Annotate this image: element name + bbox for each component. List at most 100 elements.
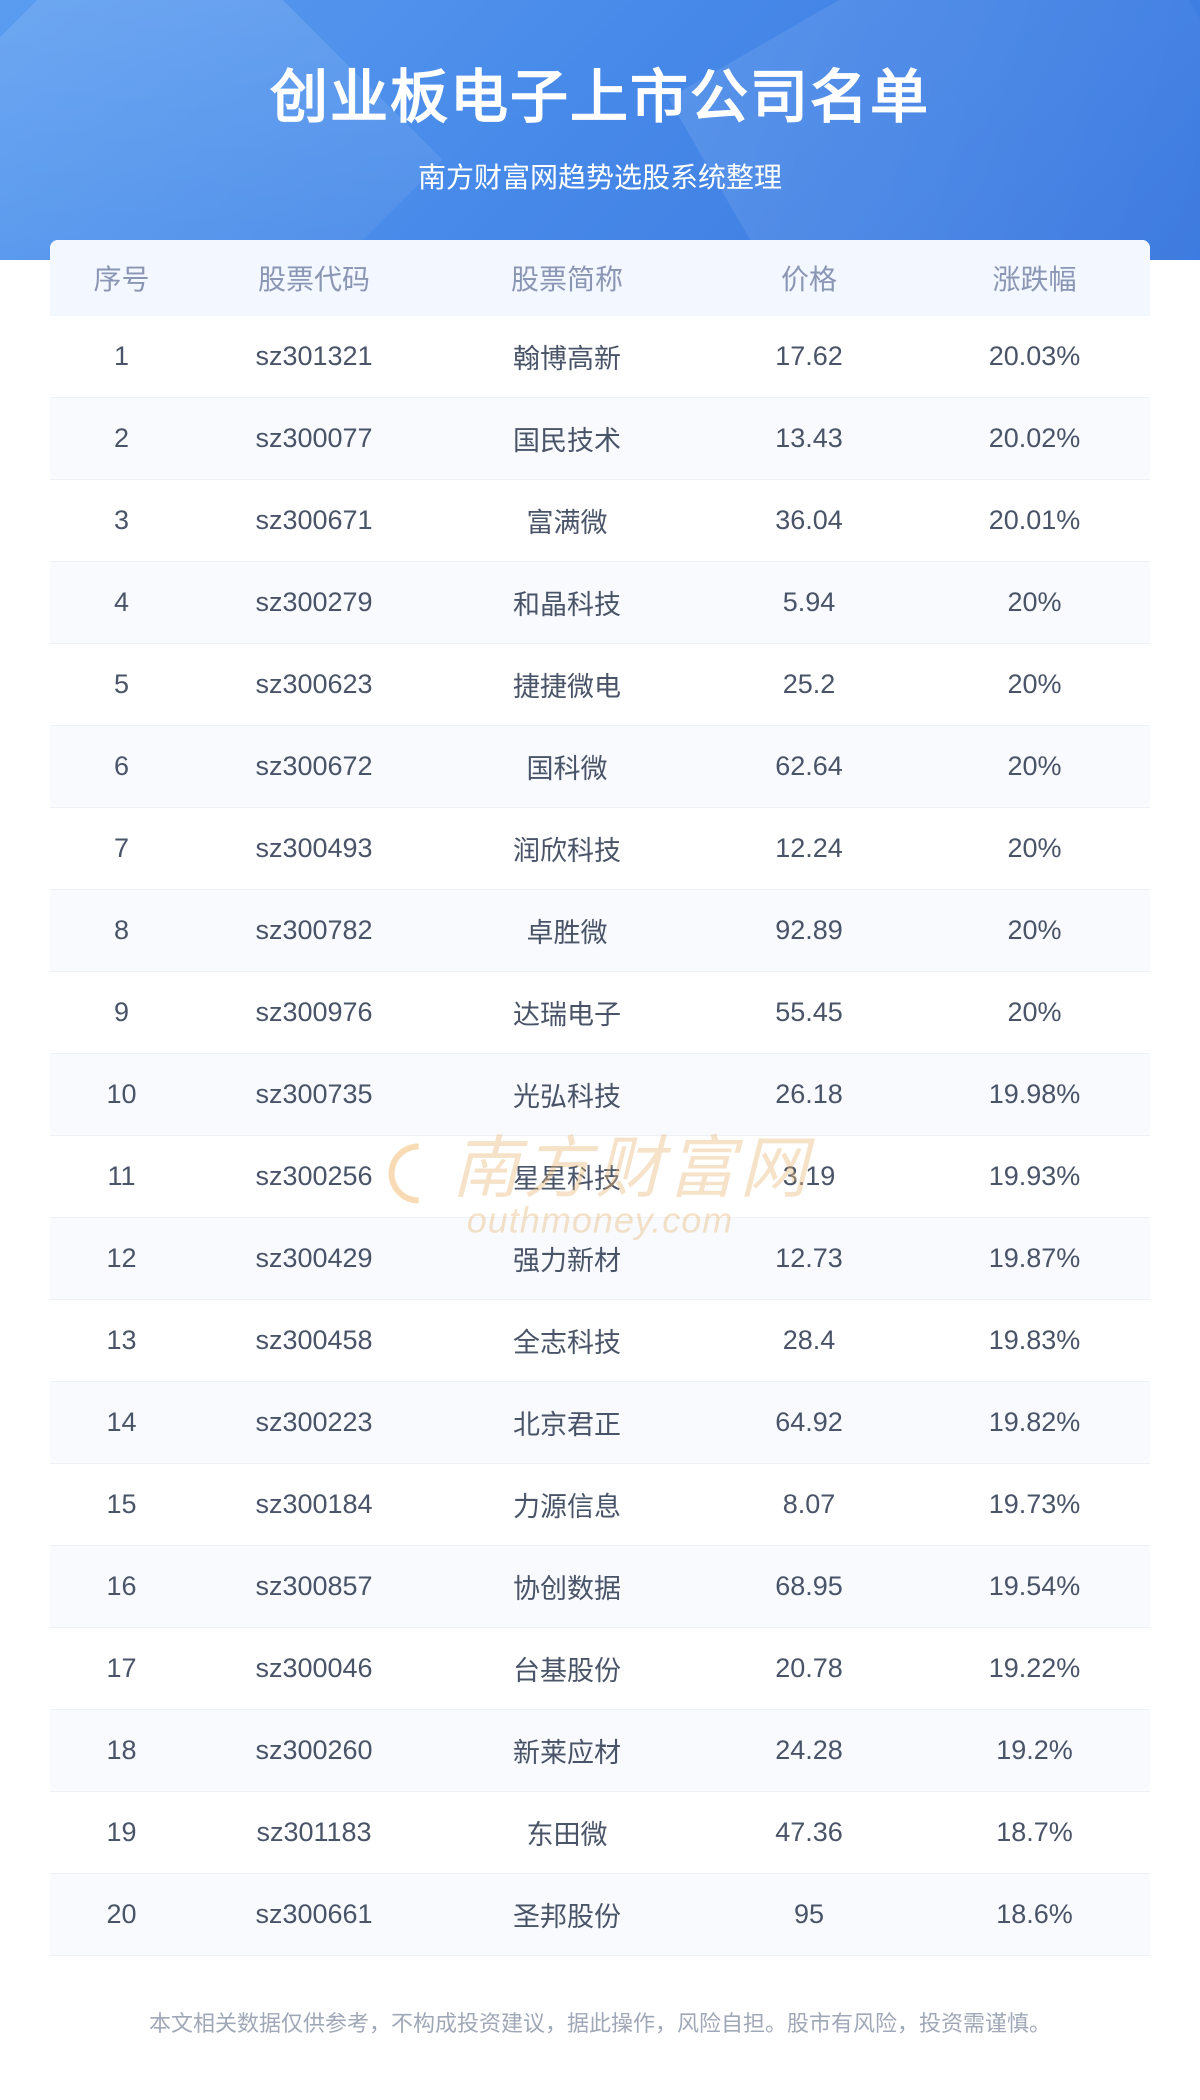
cell-price: 28.4 <box>699 1325 919 1356</box>
cell-change: 20.03% <box>919 341 1150 372</box>
cell-price: 68.95 <box>699 1571 919 1602</box>
table-row: 10sz300735光弘科技26.1819.98% <box>50 1054 1150 1136</box>
table-row: 9sz300976达瑞电子55.4520% <box>50 972 1150 1054</box>
cell-name: 东田微 <box>435 1813 699 1852</box>
cell-code: sz300672 <box>193 751 435 782</box>
table-header-row: 序号 股票代码 股票简称 价格 涨跌幅 <box>50 240 1150 316</box>
cell-seq: 1 <box>50 341 193 372</box>
cell-name: 翰博高新 <box>435 337 699 376</box>
table-body: 1sz301321翰博高新17.6220.03% 2sz300077国民技术13.… <box>50 316 1150 1956</box>
cell-code: sz300223 <box>193 1407 435 1438</box>
cell-name: 卓胜微 <box>435 911 699 950</box>
cell-name: 新莱应材 <box>435 1731 699 1770</box>
table-row: 6sz300672国科微62.6420% <box>50 726 1150 808</box>
cell-seq: 20 <box>50 1899 193 1930</box>
cell-code: sz300279 <box>193 587 435 618</box>
cell-price: 17.62 <box>699 341 919 372</box>
table-row: 13sz300458全志科技28.419.83% <box>50 1300 1150 1382</box>
cell-seq: 5 <box>50 669 193 700</box>
cell-change: 20% <box>919 997 1150 1028</box>
cell-price: 13.43 <box>699 423 919 454</box>
table-row: 11sz300256星星科技3.1919.93% <box>50 1136 1150 1218</box>
cell-name: 捷捷微电 <box>435 665 699 704</box>
cell-code: sz300077 <box>193 423 435 454</box>
cell-change: 20% <box>919 833 1150 864</box>
cell-change: 19.93% <box>919 1161 1150 1192</box>
cell-price: 20.78 <box>699 1653 919 1684</box>
cell-code: sz300184 <box>193 1489 435 1520</box>
cell-price: 95 <box>699 1899 919 1930</box>
cell-seq: 11 <box>50 1161 193 1192</box>
cell-seq: 6 <box>50 751 193 782</box>
cell-change: 20% <box>919 669 1150 700</box>
cell-price: 92.89 <box>699 915 919 946</box>
cell-change: 19.22% <box>919 1653 1150 1684</box>
cell-seq: 19 <box>50 1817 193 1848</box>
stock-table: 序号 股票代码 股票简称 价格 涨跌幅 1sz301321翰博高新17.6220… <box>50 240 1150 1956</box>
cell-name: 和晶科技 <box>435 583 699 622</box>
cell-code: sz300429 <box>193 1243 435 1274</box>
cell-change: 19.2% <box>919 1735 1150 1766</box>
cell-code: sz300046 <box>193 1653 435 1684</box>
cell-change: 20% <box>919 915 1150 946</box>
cell-seq: 7 <box>50 833 193 864</box>
col-header-seq: 序号 <box>50 258 193 298</box>
table-row: 2sz300077国民技术13.4320.02% <box>50 398 1150 480</box>
cell-seq: 18 <box>50 1735 193 1766</box>
cell-name: 国民技术 <box>435 419 699 458</box>
cell-seq: 13 <box>50 1325 193 1356</box>
table-row: 18sz300260新莱应材24.2819.2% <box>50 1710 1150 1792</box>
disclaimer-text: 本文相关数据仅供参考，不构成投资建议，据此操作，风险自担。股市有风险，投资需谨慎… <box>0 2006 1200 2038</box>
cell-change: 19.83% <box>919 1325 1150 1356</box>
cell-name: 协创数据 <box>435 1567 699 1606</box>
table-row: 20sz300661圣邦股份9518.6% <box>50 1874 1150 1956</box>
cell-name: 北京君正 <box>435 1403 699 1442</box>
cell-change: 18.6% <box>919 1899 1150 1930</box>
cell-price: 12.73 <box>699 1243 919 1274</box>
cell-price: 36.04 <box>699 505 919 536</box>
cell-price: 5.94 <box>699 587 919 618</box>
table-row: 4sz300279和晶科技5.9420% <box>50 562 1150 644</box>
table-row: 7sz300493润欣科技12.2420% <box>50 808 1150 890</box>
table-row: 3sz300671富满微36.0420.01% <box>50 480 1150 562</box>
cell-price: 55.45 <box>699 997 919 1028</box>
col-header-price: 价格 <box>699 258 919 298</box>
cell-change: 20.02% <box>919 423 1150 454</box>
table-row: 14sz300223北京君正64.9219.82% <box>50 1382 1150 1464</box>
cell-code: sz301321 <box>193 341 435 372</box>
cell-price: 3.19 <box>699 1161 919 1192</box>
cell-name: 全志科技 <box>435 1321 699 1360</box>
cell-price: 8.07 <box>699 1489 919 1520</box>
cell-seq: 16 <box>50 1571 193 1602</box>
cell-name: 国科微 <box>435 747 699 786</box>
cell-name: 达瑞电子 <box>435 993 699 1032</box>
cell-name: 圣邦股份 <box>435 1895 699 1934</box>
cell-seq: 2 <box>50 423 193 454</box>
cell-code: sz300857 <box>193 1571 435 1602</box>
table-row: 15sz300184力源信息8.0719.73% <box>50 1464 1150 1546</box>
header-content: 创业板电子上市公司名单 南方财富网趋势选股系统整理 <box>0 0 1200 196</box>
cell-seq: 3 <box>50 505 193 536</box>
cell-seq: 4 <box>50 587 193 618</box>
cell-code: sz300735 <box>193 1079 435 1110</box>
cell-price: 24.28 <box>699 1735 919 1766</box>
cell-code: sz300256 <box>193 1161 435 1192</box>
cell-name: 光弘科技 <box>435 1075 699 1114</box>
cell-change: 19.87% <box>919 1243 1150 1274</box>
col-header-name: 股票简称 <box>435 258 699 298</box>
cell-change: 20% <box>919 751 1150 782</box>
table-row: 12sz300429强力新材12.7319.87% <box>50 1218 1150 1300</box>
cell-name: 富满微 <box>435 501 699 540</box>
cell-price: 25.2 <box>699 669 919 700</box>
cell-change: 20.01% <box>919 505 1150 536</box>
cell-code: sz300623 <box>193 669 435 700</box>
cell-change: 19.98% <box>919 1079 1150 1110</box>
cell-seq: 9 <box>50 997 193 1028</box>
col-header-code: 股票代码 <box>193 258 435 298</box>
cell-price: 62.64 <box>699 751 919 782</box>
cell-price: 26.18 <box>699 1079 919 1110</box>
page-subtitle: 南方财富网趋势选股系统整理 <box>0 156 1200 196</box>
cell-change: 20% <box>919 587 1150 618</box>
cell-change: 18.7% <box>919 1817 1150 1848</box>
cell-change: 19.54% <box>919 1571 1150 1602</box>
